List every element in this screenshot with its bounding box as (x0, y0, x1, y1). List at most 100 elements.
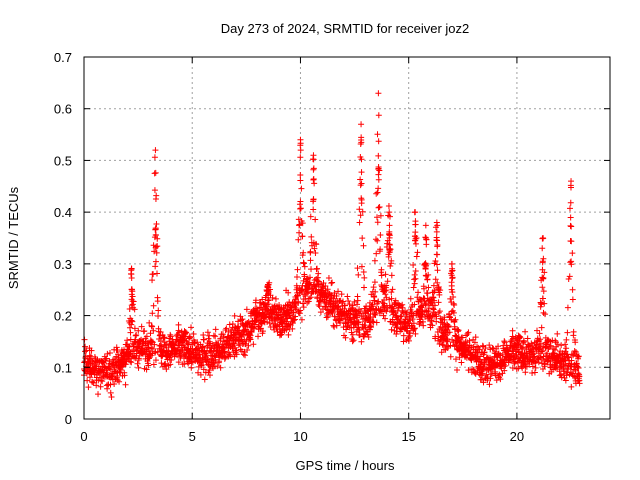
data-point (539, 284, 546, 291)
x-axis-label: GPS time / hours (296, 458, 395, 473)
data-point (299, 220, 306, 227)
data-point (135, 364, 142, 371)
data-point (97, 383, 104, 390)
data-point (422, 222, 429, 229)
data-point (497, 376, 504, 383)
data-point (372, 311, 379, 318)
data-point (244, 346, 251, 353)
data-point (463, 332, 470, 339)
data-point (403, 311, 410, 318)
y-tick-label: 0.4 (54, 205, 72, 220)
data-point (104, 369, 111, 376)
data-point (290, 317, 297, 324)
data-point (416, 319, 423, 326)
data-point (265, 297, 272, 304)
data-point (298, 316, 305, 323)
data-point (231, 340, 238, 347)
data-point (166, 338, 173, 345)
data-point (412, 240, 419, 247)
data-point (374, 131, 381, 138)
data-point (418, 302, 425, 309)
data-point (424, 276, 431, 283)
data-point (104, 385, 111, 392)
data-point (233, 351, 240, 358)
data-point (568, 261, 575, 268)
data-point (412, 229, 419, 236)
data-point (569, 250, 576, 257)
data-point (243, 337, 250, 344)
data-point (167, 331, 174, 338)
data-point (158, 360, 165, 367)
data-point (429, 294, 436, 301)
data-point (188, 324, 195, 331)
data-point (430, 282, 437, 289)
data-point (322, 283, 329, 290)
data-point (557, 371, 564, 378)
data-point (441, 316, 448, 323)
data-point (199, 343, 206, 350)
data-point (558, 342, 565, 349)
data-point (445, 323, 452, 330)
data-point (410, 320, 417, 327)
data-point (257, 299, 264, 306)
data-point (93, 382, 100, 389)
data-point (551, 346, 558, 353)
data-point (91, 361, 98, 368)
data-point (409, 316, 416, 323)
data-point (411, 325, 418, 332)
data-point (116, 378, 123, 385)
data-point (82, 348, 89, 355)
data-point (153, 249, 160, 256)
data-point (296, 221, 303, 228)
data-point (200, 366, 207, 373)
data-point (386, 213, 393, 220)
data-point (358, 180, 365, 187)
data-point (152, 357, 159, 364)
data-point (508, 338, 515, 345)
data-point (310, 206, 317, 213)
data-point (154, 235, 161, 242)
data-point (450, 294, 457, 301)
data-point (534, 327, 541, 334)
data-point (435, 299, 442, 306)
data-point (307, 213, 314, 220)
data-point (387, 263, 394, 270)
data-point (542, 311, 549, 318)
data-point (565, 275, 572, 282)
data-point (356, 332, 363, 339)
data-point (210, 360, 217, 367)
data-point (412, 237, 419, 244)
data-point (359, 235, 366, 242)
data-point (411, 271, 418, 278)
data-point (375, 112, 382, 119)
data-point (143, 348, 150, 355)
data-point (292, 304, 299, 311)
data-point (146, 319, 153, 326)
y-tick-labels: 0 0.1 0.2 0.3 0.4 0.5 0.6 0.7 (54, 50, 72, 427)
data-point (198, 362, 205, 369)
data-point (349, 338, 356, 345)
data-point (458, 359, 465, 366)
data-point (572, 348, 579, 355)
data-point (502, 362, 509, 369)
data-point (374, 219, 381, 226)
data-point (152, 195, 159, 202)
data-point (422, 301, 429, 308)
data-point (412, 268, 419, 275)
x-tick-label: 5 (189, 429, 196, 444)
data-point (563, 372, 570, 379)
data-point (210, 332, 217, 339)
data-point (375, 298, 382, 305)
data-point (147, 330, 154, 337)
data-point (388, 295, 395, 302)
data-point (544, 350, 551, 357)
data-point (372, 288, 379, 295)
data-point (567, 222, 574, 229)
chart-title: Day 273 of 2024, SRMTID for receiver joz… (221, 21, 470, 36)
data-point (375, 166, 382, 173)
data-point (410, 261, 417, 268)
data-point (328, 292, 335, 299)
data-point (429, 322, 436, 329)
data-point (198, 362, 205, 369)
data-point (432, 258, 439, 265)
